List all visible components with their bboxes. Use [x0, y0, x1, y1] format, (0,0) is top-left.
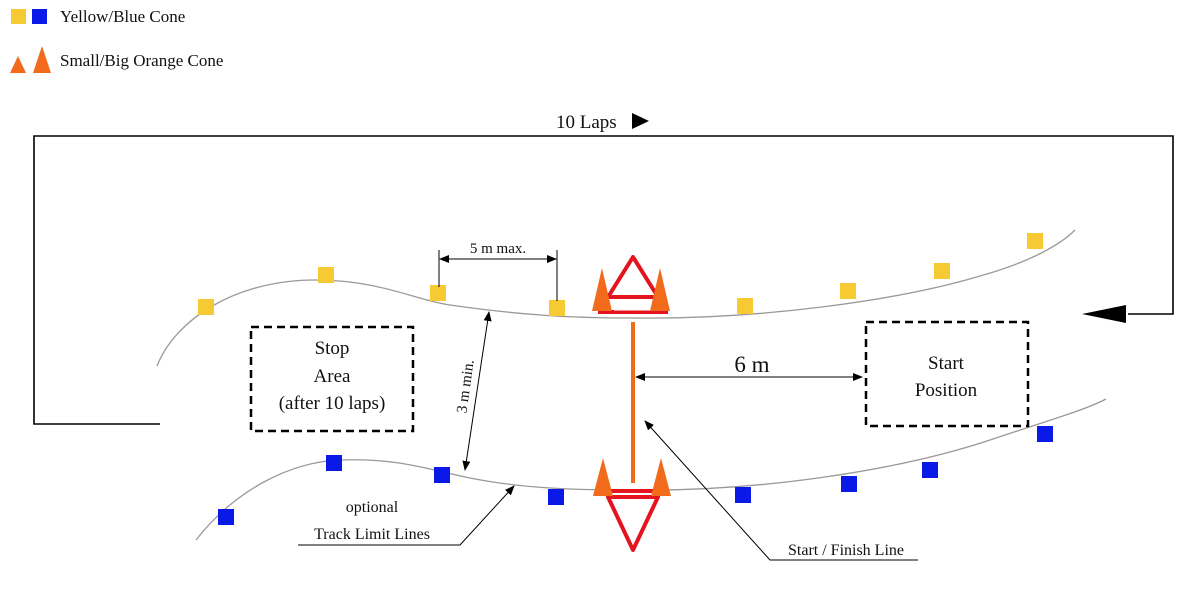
stop-area-line-1: Stop: [315, 338, 350, 359]
yellow-cone: [198, 299, 214, 315]
start-position: Start Position: [864, 320, 1030, 428]
yellow-cone: [318, 267, 334, 283]
blue-cone: [218, 509, 234, 525]
start-finish-gate: [592, 255, 671, 552]
start-finish-leader: [644, 420, 918, 561]
blue-cone: [434, 467, 450, 483]
track-limit-lines: [156, 229, 1107, 541]
lower-red-triangle: [606, 495, 660, 552]
yellow-cone: [737, 298, 753, 314]
dim-3m-label: 3 m min.: [454, 359, 477, 414]
dimension-3m: 3 m min.: [454, 311, 492, 471]
start-finish-callout: Start / Finish Line: [644, 420, 918, 561]
start-position-line-2: Position: [915, 380, 978, 401]
start-position-line-1: Start: [928, 353, 965, 374]
start-finish-label: Start / Finish Line: [788, 542, 904, 559]
upper-red-triangle: [606, 255, 660, 299]
dim-5m-label: 5 m max.: [470, 241, 526, 257]
blue-cone: [922, 462, 938, 478]
track-limit-callout: optional Track Limit Lines: [298, 485, 515, 546]
legend: Yellow/Blue Cone Small/Big Orange Cone: [10, 7, 223, 73]
laps-label: 10 Laps: [556, 112, 617, 133]
dim-3m-arrow: [462, 311, 492, 471]
legend-yellow-cone-icon: [11, 9, 26, 24]
blue-cone: [548, 489, 564, 505]
laps-direction-arrow-icon: [632, 113, 649, 129]
yellow-cones: [198, 233, 1043, 316]
yellow-cone: [840, 283, 856, 299]
stop-area-box: [249, 325, 415, 433]
blue-cone: [326, 455, 342, 471]
blue-cones: [218, 426, 1053, 525]
blue-cone: [841, 476, 857, 492]
legend-yellow-blue-label: Yellow/Blue Cone: [60, 7, 185, 26]
yellow-cone: [430, 285, 446, 301]
start-position-box: [864, 320, 1030, 428]
upper-track-limit-line: [156, 229, 1076, 367]
dim-6m-label: 6 m: [734, 352, 769, 377]
yellow-cone: [549, 300, 565, 316]
dimension-6m: 6 m: [635, 352, 863, 381]
blue-cone: [1037, 426, 1053, 442]
stop-area: Stop Area (after 10 laps): [249, 325, 415, 433]
track-limit-line-2: Track Limit Lines: [314, 526, 430, 543]
upper-left-big-orange-cone-icon: [592, 268, 612, 311]
legend-big-orange-cone-icon: [33, 46, 51, 73]
blue-cone: [735, 487, 751, 503]
dimension-5m: 5 m max.: [438, 241, 558, 301]
legend-orange-label: Small/Big Orange Cone: [60, 51, 223, 70]
lower-track-limit-line: [195, 398, 1107, 541]
lap-path: 10 Laps: [33, 112, 1174, 425]
yellow-cone: [1027, 233, 1043, 249]
legend-small-orange-cone-icon: [10, 56, 26, 73]
lap-outline: [33, 135, 1174, 425]
track-limit-leader: [298, 485, 515, 546]
track-limit-line-1: optional: [346, 499, 399, 516]
yellow-cone: [934, 263, 950, 279]
lower-right-big-orange-cone-icon: [651, 458, 671, 496]
stop-area-line-2: Area: [314, 366, 351, 387]
legend-blue-cone-icon: [32, 9, 47, 24]
upper-right-big-orange-cone-icon: [650, 268, 670, 311]
lap-entry-arrowhead-icon: [1082, 305, 1126, 323]
stop-area-line-3: (after 10 laps): [279, 393, 386, 414]
lower-left-big-orange-cone-icon: [593, 458, 613, 496]
